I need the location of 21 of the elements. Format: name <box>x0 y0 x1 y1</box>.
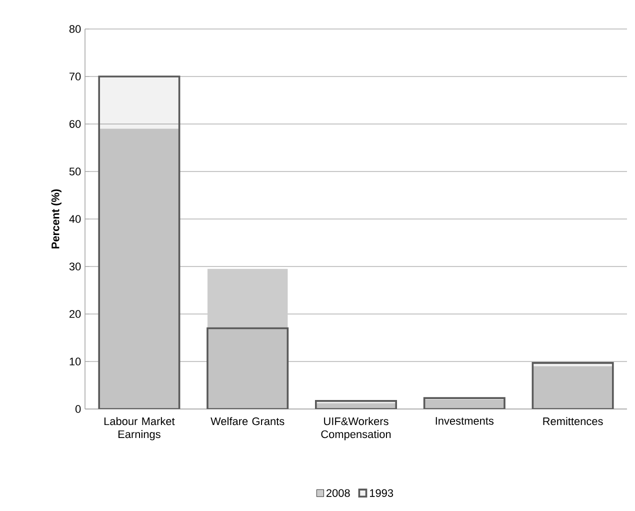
x-tick-label: Remittences <box>543 417 603 426</box>
y-axis-title: Percent (%) <box>51 189 62 248</box>
bar <box>206 327 289 409</box>
bar <box>99 128 180 409</box>
x-tick-label: Welfare Grants <box>210 417 284 426</box>
x-tick-label: UIF&Workers Compensation <box>321 417 391 440</box>
y-tick-label: 80 <box>69 25 81 33</box>
y-tick-label: 70 <box>70 72 81 80</box>
y-tick-label: 30 <box>69 262 81 270</box>
legend-label: 1993 <box>370 489 394 497</box>
x-tick-label: Labour Market Earnings <box>104 417 175 440</box>
bar <box>207 268 288 409</box>
y-tick-label: 0 <box>75 405 81 413</box>
y-tick-label: 10 <box>70 358 81 366</box>
y-tick-label: 60 <box>70 120 81 128</box>
y-tick-label: 20 <box>70 310 81 318</box>
y-tick-label: 40 <box>69 215 81 223</box>
bar <box>98 76 180 409</box>
y-tick-label: 50 <box>69 168 81 176</box>
legend-label: 2008 <box>326 489 350 497</box>
x-tick-label: Investments <box>436 417 494 425</box>
